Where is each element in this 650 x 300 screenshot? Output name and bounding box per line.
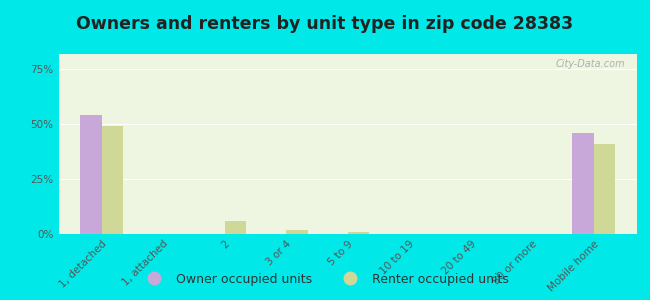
Bar bbox=[286, 230, 307, 234]
Bar bbox=[80, 116, 101, 234]
Text: City-Data.com: City-Data.com bbox=[556, 59, 625, 69]
Bar bbox=[225, 221, 246, 234]
Bar bbox=[348, 232, 369, 234]
Legend: Owner occupied units, Renter occupied units: Owner occupied units, Renter occupied un… bbox=[136, 268, 514, 291]
Text: Owners and renters by unit type in zip code 28383: Owners and renters by unit type in zip c… bbox=[77, 15, 573, 33]
Bar bbox=[573, 133, 594, 234]
Bar bbox=[594, 144, 616, 234]
Bar bbox=[101, 126, 123, 234]
